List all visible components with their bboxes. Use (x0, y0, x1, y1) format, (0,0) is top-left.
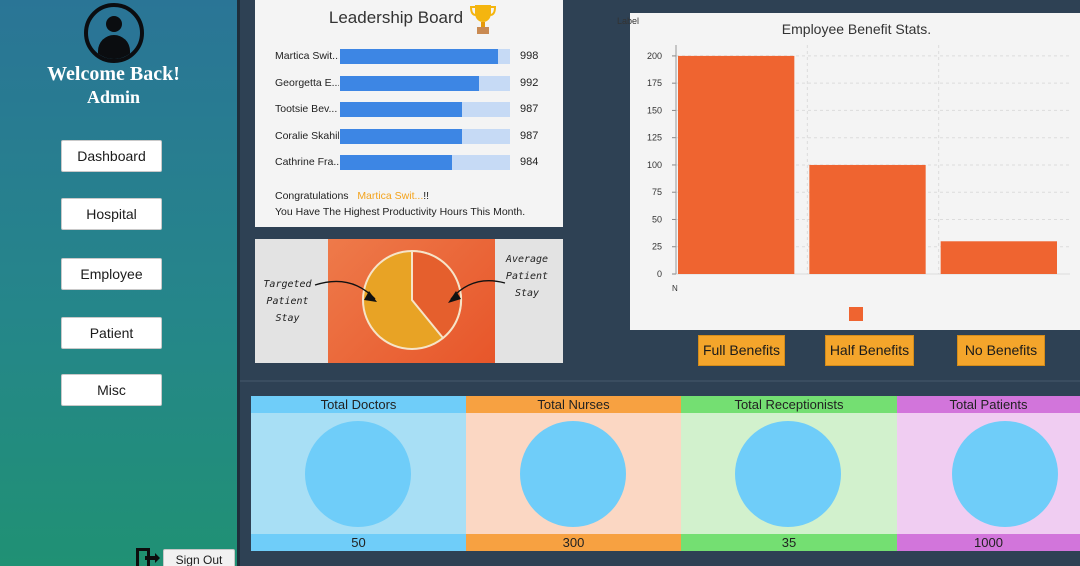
congrats-name: Martica Swit... (357, 190, 424, 202)
leaderboard-row: Georgetta E... 992 (275, 75, 565, 91)
leaderboard-bar-track (340, 102, 510, 117)
chart-bar (809, 164, 926, 274)
y-tick-label: 0 (657, 269, 662, 279)
leaderboard-score: 987 (520, 103, 539, 115)
leaderboard-row: Martica Swit... 998 (275, 48, 565, 64)
congrats-message: You Have The Highest Productivity Hours … (275, 206, 526, 218)
section-divider (240, 380, 1080, 382)
leaderboard-name: Coralie Skahill (275, 129, 339, 142)
chart-title: Employee Benefit Stats. (781, 21, 932, 37)
y-tick-label: 100 (647, 160, 662, 170)
leaderboard-score: 987 (520, 129, 539, 142)
stat-circle (735, 421, 841, 527)
trophy-icon (469, 5, 497, 34)
leaderboard-bar-fill (340, 155, 453, 170)
full-benefits-button[interactable]: Full Benefits (698, 335, 785, 366)
leaderboard-bar-fill (340, 75, 479, 91)
y-tick-label: 150 (647, 105, 662, 115)
stat-label: Total Receptionists (681, 396, 897, 413)
leaderboard-bar-track (340, 75, 510, 91)
stats-row: Total Doctors 50 Total Nurses 300 Total … (251, 396, 1080, 551)
benefit-bar-chart: 0 25 50 75 100 125 150 175 200 N (647, 45, 1070, 293)
stat-card-receptionists: Total Receptionists 35 (681, 396, 897, 551)
chart-bar (678, 55, 795, 275)
leaderboard-score: 984 (520, 156, 539, 168)
y-tick-label: 200 (647, 51, 662, 61)
nav-hospital-button[interactable]: Hospital (61, 198, 162, 230)
benefit-chart-panel: Label Employee Benefit Stats. 0 25 50 75 100… (617, 13, 1080, 330)
sidebar: Welcome Back! Admin Dashboard Hospital E… (0, 0, 237, 566)
stat-circle (520, 421, 626, 527)
leaderboard-score: 998 (520, 50, 539, 62)
congrats-suffix: !! (423, 190, 430, 202)
leaderboard-bar-fill (340, 102, 462, 117)
chart-corner-label: Label (617, 16, 640, 26)
stat-value: 35 (681, 534, 897, 551)
leaderboard-name: Georgetta E... (275, 76, 339, 89)
stat-value: 1000 (897, 534, 1080, 551)
leaderboard-name: Martica Swit... (275, 50, 339, 62)
y-tick-label: 75 (652, 187, 662, 197)
sign-out-button[interactable]: Sign Out (163, 549, 235, 566)
chart-legend-swatch (849, 307, 863, 321)
leaderboard-name: Cathrine Fra... (275, 156, 339, 168)
leaderboard-name: Tootsie Bev... (275, 103, 338, 115)
half-benefits-button[interactable]: Half Benefits (825, 335, 914, 366)
nav-employee-button[interactable]: Employee (61, 258, 162, 290)
stat-card-patients: Total Patients 1000 (897, 396, 1080, 551)
leaderboard-row: Coralie Skahill 987 (275, 128, 565, 144)
pie-chart-box (328, 239, 495, 363)
y-tick-label: 175 (647, 78, 662, 88)
stat-card-nurses: Total Nurses 300 (466, 396, 681, 551)
chart-bar (940, 241, 1057, 274)
stat-card-doctors: Total Doctors 50 (251, 396, 466, 551)
no-benefits-button[interactable]: No Benefits (957, 335, 1045, 366)
user-role: Admin (86, 87, 140, 107)
leaderboard-score: 992 (520, 76, 539, 89)
nav-dashboard-button[interactable]: Dashboard (61, 140, 162, 172)
leaderboard-row: Tootsie Bev... 987 (275, 101, 565, 117)
stat-value: 50 (251, 534, 466, 551)
nav-misc-button[interactable]: Misc (61, 374, 162, 406)
leaderboard-bar-track (340, 49, 510, 64)
patient-stay-panel: Targeted Patient Stay Average Patient Stay (255, 239, 563, 363)
pie-chart (362, 249, 463, 350)
stat-circle (952, 421, 1058, 527)
nav-patient-button[interactable]: Patient (61, 317, 162, 349)
average-stay-label: Average Patient Stay (505, 254, 549, 299)
leaderboard-row: Cathrine Fra... 984 (275, 154, 565, 170)
sign-out-icon[interactable] (135, 547, 161, 566)
stat-label: Total Doctors (251, 396, 466, 413)
stat-value: 300 (466, 534, 681, 551)
x-tick-label: N (672, 284, 678, 293)
avatar-icon (84, 3, 144, 63)
leadership-board: Leadership Board Martica Swit... 998 Georg… (255, 0, 563, 227)
leaderboard-bar-fill (340, 128, 462, 144)
leaderboard-bar-fill (340, 49, 499, 64)
leaderboard-bar-track (340, 155, 510, 170)
leadership-board-title: Leadership Board (328, 8, 464, 27)
welcome-heading: Welcome Back! (47, 63, 180, 85)
y-tick-label: 125 (647, 133, 662, 143)
leaderboard-bar-track (340, 128, 510, 144)
congrats-line: Congratulations Martica Swit...!! (275, 190, 429, 202)
pointer-arrows (314, 280, 506, 303)
stat-label: Total Nurses (466, 396, 681, 413)
y-tick-label: 25 (652, 242, 662, 252)
congrats-prefix: Congratulations (275, 190, 349, 202)
y-tick-label: 50 (652, 214, 662, 224)
stat-label: Total Patients (897, 396, 1080, 413)
sidebar-divider (237, 0, 240, 566)
targeted-stay-label: Targeted Patient Stay (263, 279, 312, 324)
stat-circle (305, 421, 411, 527)
